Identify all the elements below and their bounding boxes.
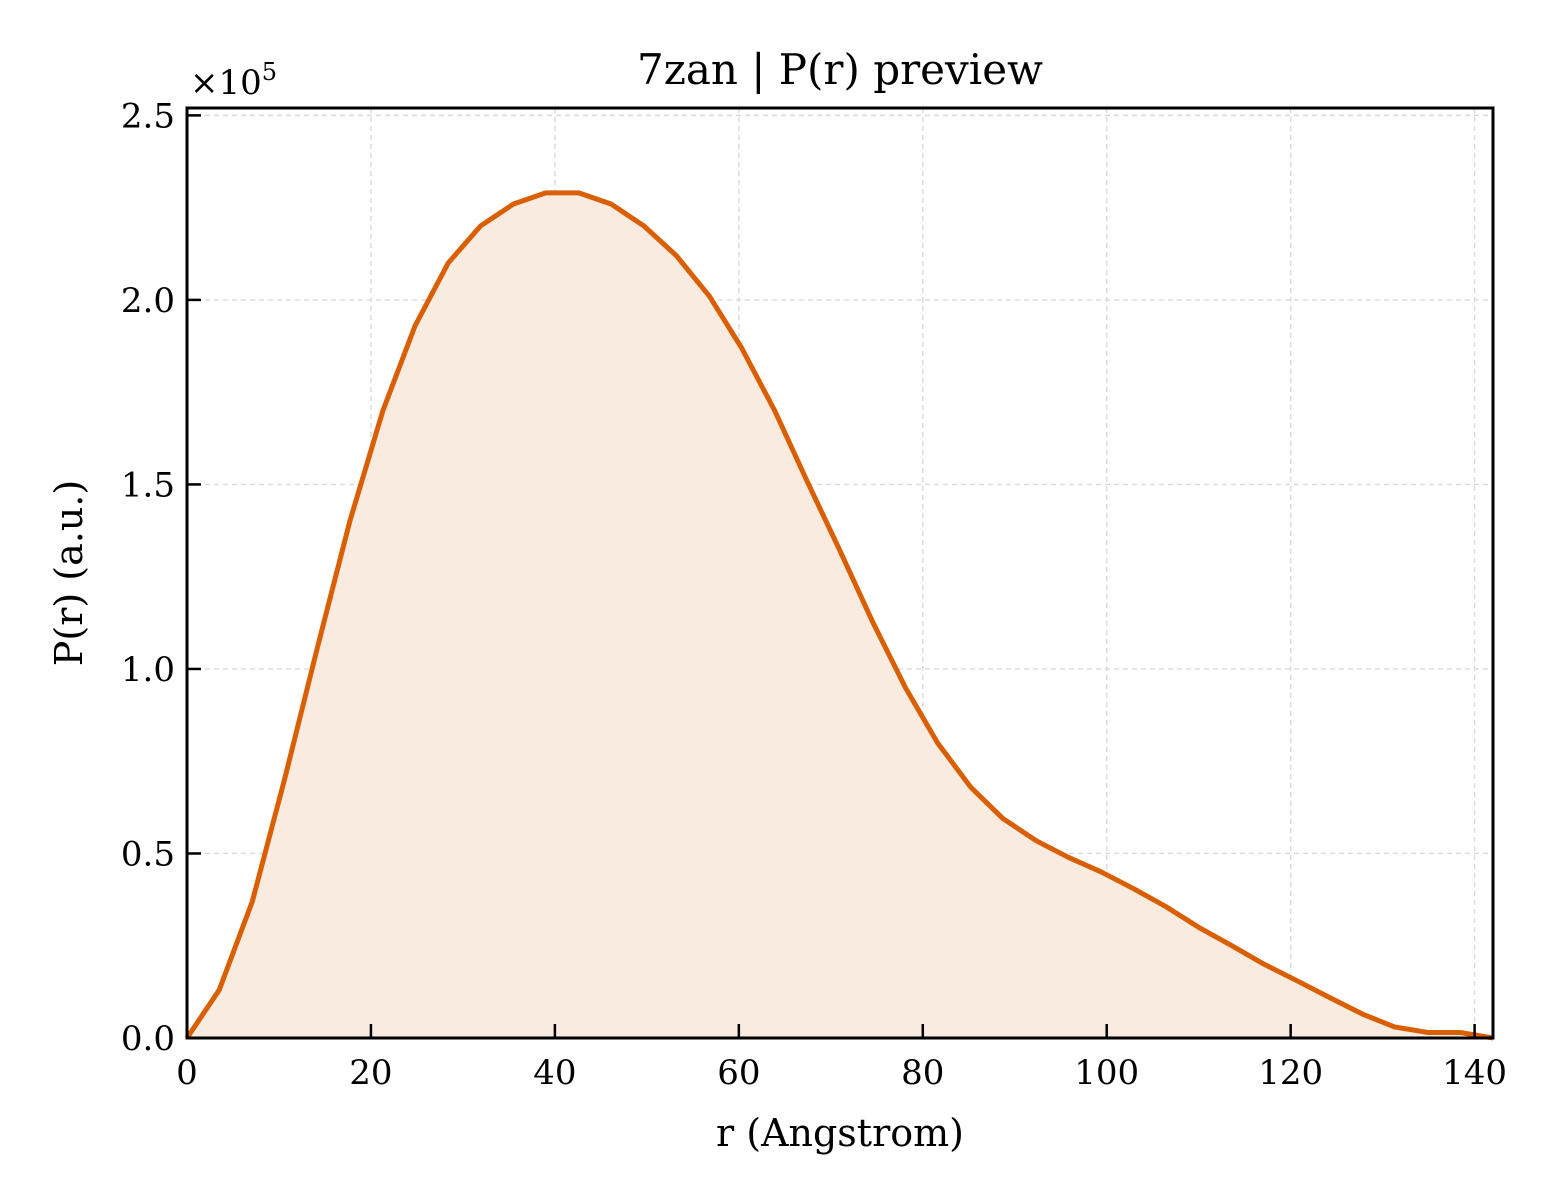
- y-tick-label: 1.5: [121, 465, 175, 505]
- data-point: [413, 323, 418, 328]
- x-tick-label: 20: [349, 1053, 392, 1093]
- data-point: [576, 190, 581, 195]
- data-point: [674, 253, 679, 258]
- data-point: [282, 777, 287, 782]
- y-tick-label: 0.5: [121, 834, 175, 874]
- data-point: [543, 190, 548, 195]
- data-point: [642, 224, 647, 229]
- y-tick-label: 2.5: [121, 96, 175, 136]
- data-point: [838, 548, 843, 553]
- data-point: [1000, 816, 1005, 821]
- data-point: [739, 345, 744, 350]
- data-point: [804, 478, 809, 483]
- data-point: [1196, 925, 1201, 930]
- data-point: [772, 408, 777, 413]
- plot-frame: [185, 106, 1495, 1040]
- data-point: [380, 408, 385, 413]
- x-tick-label: 80: [901, 1053, 944, 1093]
- data-point: [250, 899, 255, 904]
- data-point: [1327, 995, 1332, 1000]
- y-tick-labels: 0.0 0.5 1.0 1.5 2.0 2.5: [121, 96, 175, 1059]
- data-point: [1099, 869, 1104, 874]
- data-point: [1425, 1030, 1430, 1035]
- data-point: [1392, 1024, 1397, 1029]
- data-point: [935, 740, 940, 745]
- data-point: [1457, 1030, 1462, 1035]
- chart-title: 7zan | P(r) preview: [637, 45, 1043, 94]
- data-point: [1066, 855, 1071, 860]
- y-tick-label: 2.0: [121, 281, 175, 321]
- y-axis-offset: ×105: [190, 58, 277, 103]
- area-fill: [187, 192, 1493, 1038]
- data-point: [1229, 943, 1234, 948]
- data-point: [1261, 962, 1266, 967]
- x-tick-label: 140: [1442, 1053, 1507, 1093]
- x-tick-label: 60: [717, 1053, 760, 1093]
- y-offset-exponent: 5: [262, 58, 277, 86]
- data-point: [217, 988, 222, 993]
- data-point: [1131, 886, 1136, 891]
- y-tick-label: 0.0: [121, 1019, 175, 1059]
- data-point: [903, 685, 908, 690]
- series-line: [184, 190, 1494, 1041]
- y-offset-base: ×10: [190, 63, 262, 103]
- x-axis-label: r (Angstrom): [716, 1111, 964, 1155]
- x-tick-label: 120: [1258, 1053, 1323, 1093]
- data-point: [1360, 1012, 1365, 1017]
- data-point: [968, 785, 973, 790]
- data-point: [511, 201, 516, 206]
- data-point: [608, 201, 613, 206]
- data-point: [478, 224, 483, 229]
- data-point: [1033, 838, 1038, 843]
- x-tick-label: 0: [176, 1053, 198, 1093]
- data-point: [1164, 904, 1169, 909]
- tick-marks: [185, 114, 1476, 1040]
- data-point: [1295, 978, 1300, 983]
- data-point: [347, 519, 352, 524]
- x-tick-labels: 0 20 40 60 80 100 120 140: [176, 1053, 1507, 1093]
- data-point: [707, 294, 712, 299]
- y-tick-label: 1.0: [121, 650, 175, 690]
- data-point: [446, 261, 451, 266]
- y-axis-label: P(r) (a.u.): [47, 480, 91, 666]
- data-point: [870, 618, 875, 623]
- data-point: [315, 644, 320, 649]
- x-tick-label: 100: [1074, 1053, 1139, 1093]
- x-tick-label: 40: [533, 1053, 576, 1093]
